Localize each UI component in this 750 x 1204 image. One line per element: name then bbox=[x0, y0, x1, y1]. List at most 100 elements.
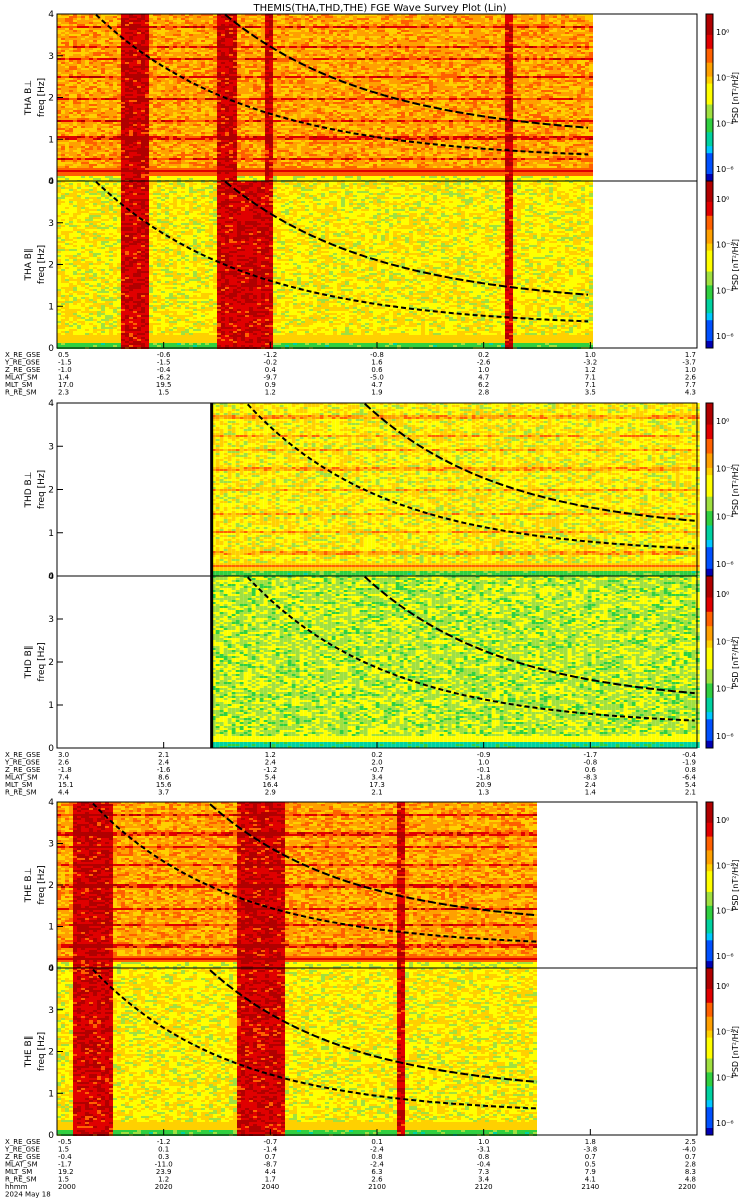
spectrogram-cell bbox=[85, 76, 89, 78]
spectrogram-cell bbox=[85, 58, 89, 60]
spectrogram-cell bbox=[129, 166, 133, 168]
spectrogram-cell bbox=[81, 96, 85, 98]
spectrogram-cell bbox=[73, 152, 77, 154]
spectrogram-cell bbox=[157, 76, 161, 78]
spectrogram-cell bbox=[133, 120, 137, 122]
spectrogram-cell bbox=[81, 160, 85, 162]
spectrogram-cell bbox=[145, 84, 149, 86]
spectrogram-cell bbox=[77, 90, 81, 92]
spectrogram-cell bbox=[73, 140, 77, 142]
spectrogram-cell bbox=[137, 176, 141, 178]
spectrogram-cell bbox=[89, 108, 93, 110]
spectrogram-cell bbox=[97, 50, 101, 52]
spectrogram-cell bbox=[161, 78, 165, 80]
spectrogram-cell bbox=[133, 148, 137, 150]
spectrogram-cell bbox=[73, 162, 77, 164]
spectrogram-cell bbox=[113, 146, 117, 148]
spectrogram-cell bbox=[109, 94, 113, 96]
spectrogram-cell bbox=[125, 138, 129, 140]
spectrogram-cell bbox=[69, 94, 73, 96]
spectrogram-cell bbox=[57, 42, 61, 44]
spectrogram-cell bbox=[133, 18, 137, 20]
spectrogram-cell bbox=[129, 112, 133, 114]
spectrogram-cell bbox=[109, 92, 113, 94]
spectrogram-cell bbox=[57, 116, 61, 118]
spectrogram-cell bbox=[101, 124, 105, 126]
spectrogram-cell bbox=[77, 60, 81, 62]
spectrogram-cell bbox=[105, 76, 109, 78]
spectrogram-cell bbox=[81, 170, 85, 172]
spectrogram-cell bbox=[133, 64, 137, 66]
spectrogram-cell bbox=[97, 148, 101, 150]
spectrogram-cell bbox=[121, 90, 125, 92]
spectrogram-cell bbox=[105, 92, 109, 94]
spectrogram-cell bbox=[81, 148, 85, 150]
spectrogram-cell bbox=[137, 70, 141, 72]
spectrogram-cell bbox=[97, 126, 101, 128]
spectrogram-cell bbox=[97, 94, 101, 96]
spectrogram-cell bbox=[153, 158, 157, 160]
spectrogram-cell bbox=[157, 58, 161, 60]
spectrogram-cell bbox=[93, 152, 97, 154]
spectrogram-cell bbox=[137, 22, 141, 24]
spectrogram-cell bbox=[141, 90, 145, 92]
spectrogram-cell bbox=[157, 134, 161, 136]
spectrogram-cell bbox=[133, 110, 137, 112]
spectrogram-cell bbox=[69, 26, 73, 28]
spectrogram-cell bbox=[81, 162, 85, 164]
spectrogram-cell bbox=[77, 22, 81, 24]
spectrogram-cell bbox=[97, 40, 101, 42]
spectrogram-cell bbox=[113, 154, 117, 156]
spectrogram-cell bbox=[65, 124, 69, 126]
spectrogram-cell bbox=[141, 40, 145, 42]
spectrogram-cell bbox=[61, 162, 65, 164]
spectrogram-cell bbox=[137, 168, 141, 170]
spectrogram-cell bbox=[57, 68, 61, 70]
spectrogram-cell bbox=[121, 162, 125, 164]
spectrogram-cell bbox=[121, 32, 125, 34]
spectrogram-cell bbox=[149, 34, 153, 36]
spectrogram-cell bbox=[73, 26, 77, 28]
spectrogram-cell bbox=[77, 120, 81, 122]
spectrogram-cell bbox=[141, 128, 145, 130]
spectrogram-cell bbox=[89, 38, 93, 40]
spectrogram-cell bbox=[141, 168, 145, 170]
spectrogram-cell bbox=[113, 162, 117, 164]
spectrogram-cell bbox=[73, 94, 77, 96]
spectrogram-cell bbox=[69, 98, 73, 100]
spectrogram-cell bbox=[81, 174, 85, 176]
spectrogram-cell bbox=[81, 98, 85, 100]
spectrogram-cell bbox=[69, 130, 73, 132]
spectrogram-cell bbox=[129, 54, 133, 56]
spectrogram-cell bbox=[69, 106, 73, 108]
spectrogram-cell bbox=[85, 102, 89, 104]
spectrogram-cell bbox=[101, 138, 105, 140]
spectrogram-cell bbox=[121, 134, 125, 136]
spectrogram-cell bbox=[113, 114, 117, 116]
spectrogram-cell bbox=[129, 32, 133, 34]
spectrogram-cell bbox=[149, 132, 153, 134]
spectrogram-cell bbox=[157, 124, 161, 126]
spectrogram-cell bbox=[65, 58, 69, 60]
spectrogram-cell bbox=[141, 76, 145, 78]
spectrogram-cell bbox=[69, 56, 73, 58]
spectrogram-cell bbox=[65, 138, 69, 140]
spectrogram-cell bbox=[57, 90, 61, 92]
spectrogram-cell bbox=[65, 156, 69, 158]
spectrogram-cell bbox=[121, 126, 125, 128]
spectrogram-cell bbox=[145, 78, 149, 80]
spectrogram-cell bbox=[133, 154, 137, 156]
spectrogram-cell bbox=[149, 106, 153, 108]
spectrogram-cell bbox=[85, 44, 89, 46]
spectrogram-cell bbox=[113, 138, 117, 140]
spectrogram-cell bbox=[149, 38, 153, 40]
spectrogram-cell bbox=[113, 26, 117, 28]
spectrogram-cell bbox=[153, 118, 157, 120]
spectrogram-cell bbox=[109, 100, 113, 102]
spectrogram-cell bbox=[157, 44, 161, 46]
spectrogram-cell bbox=[93, 170, 97, 172]
spectrogram-cell bbox=[113, 144, 117, 146]
spectrogram-cell bbox=[113, 82, 117, 84]
spectrogram-cell bbox=[153, 130, 157, 132]
spectrogram-cell bbox=[57, 152, 61, 154]
